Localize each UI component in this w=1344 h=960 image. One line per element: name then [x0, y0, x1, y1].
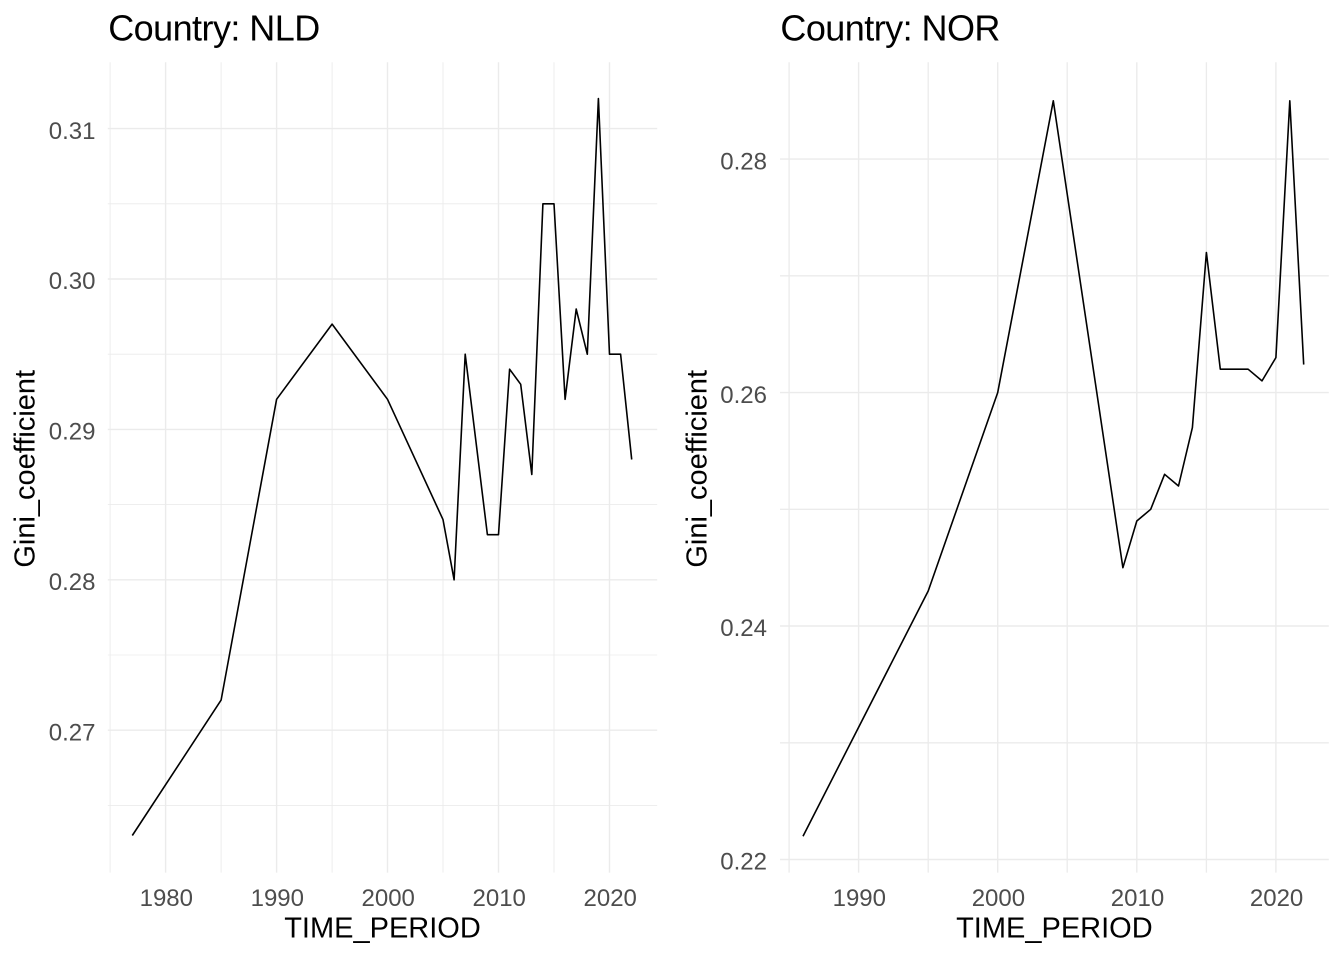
svg-text:1990: 1990	[833, 885, 886, 912]
svg-text:0.27: 0.27	[49, 719, 96, 746]
svg-text:0.26: 0.26	[720, 382, 767, 409]
svg-text:2020: 2020	[584, 885, 637, 912]
svg-text:1990: 1990	[251, 885, 304, 912]
svg-text:2020: 2020	[1250, 885, 1303, 912]
svg-text:Country: NOR: Country: NOR	[780, 8, 999, 49]
svg-text:0.28: 0.28	[49, 569, 96, 596]
svg-text:0.29: 0.29	[49, 419, 96, 446]
svg-text:0.24: 0.24	[720, 615, 767, 642]
svg-text:2000: 2000	[972, 885, 1025, 912]
svg-text:Country: NLD: Country: NLD	[108, 8, 319, 49]
svg-text:1980: 1980	[140, 885, 193, 912]
svg-text:Gini_coefficient: Gini_coefficient	[10, 370, 42, 568]
svg-text:0.28: 0.28	[720, 148, 767, 175]
svg-text:Gini_coefficient: Gini_coefficient	[682, 370, 714, 568]
svg-text:0.22: 0.22	[720, 849, 767, 876]
svg-text:TIME_PERIOD: TIME_PERIOD	[956, 913, 1153, 945]
svg-text:TIME_PERIOD: TIME_PERIOD	[284, 913, 481, 945]
svg-text:2010: 2010	[1111, 885, 1164, 912]
svg-text:0.30: 0.30	[49, 268, 96, 295]
svg-text:0.31: 0.31	[49, 118, 96, 145]
svg-text:2010: 2010	[473, 885, 526, 912]
svg-text:2000: 2000	[362, 885, 415, 912]
